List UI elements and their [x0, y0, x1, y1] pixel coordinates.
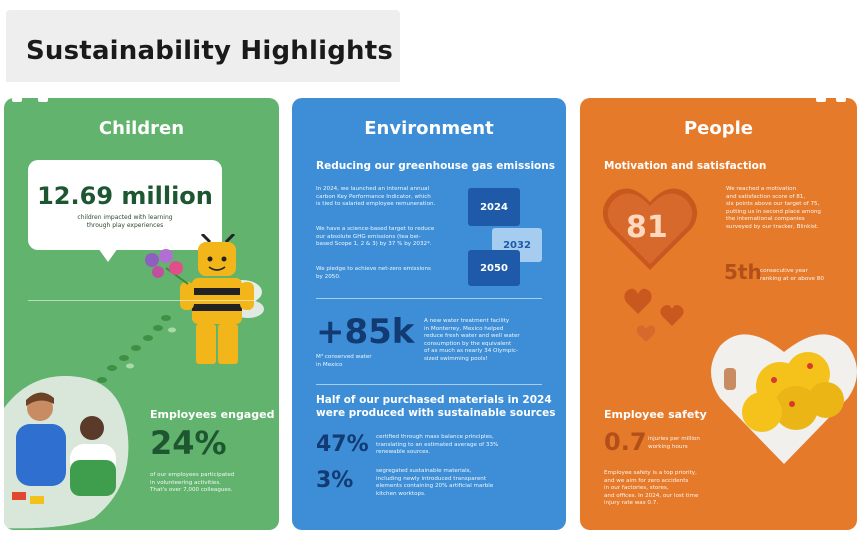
ghg-paragraph-3: We pledge to achieve net-zero emissions … — [316, 266, 431, 280]
materials-description-2: segregated sustainable materials, includ… — [376, 468, 494, 497]
materials-value-2: 3% — [316, 468, 354, 493]
safety-helmets-photo — [711, 334, 857, 464]
section-divider — [316, 298, 542, 299]
employee-safety-heading: Employee safety — [604, 408, 707, 421]
panel-notch — [816, 98, 826, 102]
safety-value: 0.7 — [604, 428, 647, 456]
panel-notch — [836, 98, 846, 102]
brick-2050: 2050 — [468, 250, 520, 286]
bee-minifigure-illustration — [145, 234, 264, 364]
motivation-description: We reached a motivation and satisfaction… — [726, 186, 821, 230]
children-panel: Children 12.69 million children impacted… — [4, 98, 279, 530]
speech-bubble-tail — [98, 248, 118, 262]
materials-description-1: certified through mass balance principle… — [376, 434, 499, 456]
panel-notch — [12, 98, 22, 102]
materials-heading: Half of our purchased materials in 2024 … — [316, 394, 556, 419]
people-title: People — [683, 118, 754, 139]
children-impact-value: 12.69 million — [37, 182, 213, 210]
safety-label: injuries per million working hours — [648, 436, 700, 450]
people-panel: People Motivation and satisfaction 81 We… — [580, 98, 857, 530]
ghg-paragraph-2: We have a science-based target to reduce… — [316, 226, 435, 248]
heart-score-value: 81 — [626, 210, 668, 245]
motivation-heading: Motivation and satisfaction — [604, 160, 767, 172]
page-title: Sustainability Highlights — [26, 36, 394, 66]
water-description: A new water treatment facility in Monter… — [424, 318, 520, 362]
water-value: +85k — [316, 312, 415, 352]
water-label: M³ conserved water in Mexico — [316, 354, 372, 368]
volunteer-photo — [4, 376, 129, 529]
rank-label: consecutive year ranking at or above 80 — [760, 268, 824, 282]
children-impact-label: children impacted with learning through … — [77, 214, 173, 229]
employees-engaged-heading: Employees engaged — [150, 408, 275, 421]
employees-engaged-description: of our employees participated in volunte… — [150, 472, 235, 494]
small-hearts-decoration — [624, 288, 684, 342]
safety-description: Employee safety is a top priority, and w… — [604, 470, 699, 507]
rank-value: 5th — [724, 260, 762, 284]
children-impact-bubble: 12.69 million children impacted with lea… — [28, 160, 222, 250]
employees-engaged-value: 24% — [150, 424, 227, 462]
environment-title: Environment — [364, 118, 494, 139]
environment-panel: Environment Reducing our greenhouse gas … — [292, 98, 566, 530]
ghg-heading: Reducing our greenhouse gas emissions — [316, 160, 555, 172]
section-divider — [28, 300, 255, 301]
ghg-paragraph-1: In 2024, we launched an internal annual … — [316, 186, 436, 208]
children-title: Children — [98, 118, 185, 139]
section-divider — [316, 384, 542, 385]
materials-value-1: 47% — [316, 432, 369, 457]
title-tab: Sustainability Highlights — [6, 10, 400, 82]
panel-notch — [38, 98, 48, 102]
brick-2024: 2024 — [468, 188, 520, 226]
heart-score-icon — [602, 188, 698, 270]
